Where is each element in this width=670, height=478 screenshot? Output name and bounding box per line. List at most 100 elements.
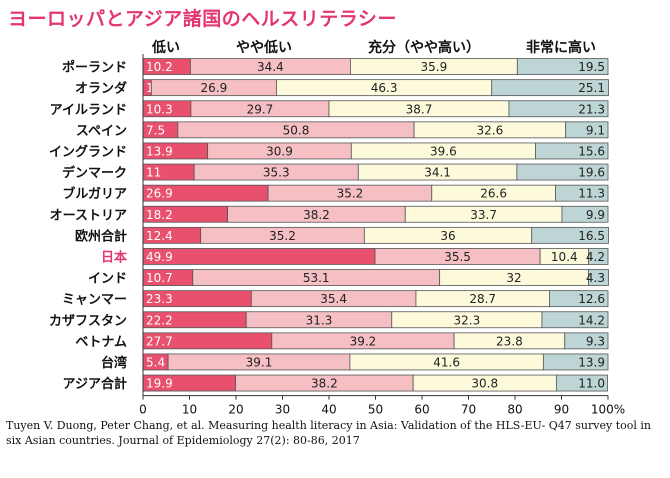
data-label: 39.2 xyxy=(350,334,377,348)
bar-segment xyxy=(588,269,609,286)
data-label: 19.6 xyxy=(578,166,605,180)
bar-segment xyxy=(516,58,609,75)
category-label: 台湾 xyxy=(101,355,127,371)
x-tick-label: 0 xyxy=(139,403,147,417)
data-label: 35.9 xyxy=(420,60,447,74)
data-label: 10.2 xyxy=(146,60,173,74)
data-label: 50.8 xyxy=(283,123,310,137)
data-label: 22.2 xyxy=(146,313,173,327)
data-label: 30.9 xyxy=(266,144,293,158)
category-label: デンマーク xyxy=(62,165,127,181)
data-label: 14.2 xyxy=(578,313,605,327)
data-label: 19.5 xyxy=(578,60,605,74)
category-label: カザフスタン xyxy=(49,314,127,329)
data-label: 19.9 xyxy=(146,377,173,391)
legend-header-somewhat-low: やや低い xyxy=(236,40,292,56)
x-tick-label: 60 xyxy=(414,403,429,417)
data-label: 9.9 xyxy=(586,208,605,222)
category-label: 欧州合計 xyxy=(75,228,127,244)
category-label: インド xyxy=(88,272,127,287)
data-label: 9.3 xyxy=(586,334,605,348)
data-label: 35.4 xyxy=(320,292,347,306)
data-label: 12.6 xyxy=(578,292,605,306)
bar-segment xyxy=(491,79,609,97)
data-label: 35.3 xyxy=(263,166,290,180)
data-label: 41.6 xyxy=(433,355,460,369)
data-label: 21.3 xyxy=(578,102,605,116)
data-label: 36 xyxy=(440,229,455,243)
data-label: 32.6 xyxy=(477,123,504,137)
chart-title: ヨーロッパとアジア諸国のヘルスリテラシー xyxy=(8,8,397,30)
bar-segment xyxy=(588,248,609,265)
data-label: 18.2 xyxy=(146,208,173,222)
data-label: 10.7 xyxy=(146,271,173,285)
data-label: 23.3 xyxy=(146,292,173,306)
data-label: 9.1 xyxy=(586,123,605,137)
data-label: 34.4 xyxy=(257,60,284,74)
data-label: 25.1 xyxy=(578,81,605,95)
legend-header-sufficient: 充分（やや高い） xyxy=(368,40,480,56)
data-label: 12.4 xyxy=(146,229,173,243)
bar-segment xyxy=(564,332,609,350)
x-tick-label: 50 xyxy=(368,403,383,417)
category-label: ポーランド xyxy=(62,60,127,76)
data-label: 30.8 xyxy=(471,377,498,391)
data-label: 15.6 xyxy=(578,144,605,158)
data-label: 13.9 xyxy=(578,355,605,369)
legend-header-low: 低い xyxy=(152,40,180,56)
data-label: 4.3 xyxy=(586,271,605,285)
data-label: 35.5 xyxy=(444,250,471,264)
category-label: アジア合計 xyxy=(63,376,127,392)
bar-segment xyxy=(508,100,609,118)
source-citation: Tuyen V. Duong, Peter Chang, et al. Meas… xyxy=(6,419,651,447)
x-tick-label: 20 xyxy=(228,403,243,417)
category-label: オランダ xyxy=(75,81,127,97)
category-label: ブルガリア xyxy=(62,186,127,202)
data-label: 29.7 xyxy=(247,102,274,116)
legend-header-very-high: 非常に高い xyxy=(526,40,596,56)
stacked-bar-chart: ポーランド10.234.435.919.5オランダ1.826.946.325.1… xyxy=(49,54,625,417)
x-tick-label: 80 xyxy=(507,403,522,417)
data-label: 11.0 xyxy=(578,377,605,391)
data-label: 39.6 xyxy=(430,144,457,158)
data-label: 16.5 xyxy=(578,229,605,243)
data-label: 11 xyxy=(146,166,161,180)
bar-segment xyxy=(542,353,609,371)
data-label: 35.2 xyxy=(337,187,364,201)
data-label: 4.2 xyxy=(586,250,605,264)
bar-segment xyxy=(561,205,609,223)
category-label: オーストリア xyxy=(50,208,127,223)
data-label: 26.6 xyxy=(480,187,507,201)
data-label: 26.9 xyxy=(201,81,228,95)
bar-segment xyxy=(565,121,609,139)
x-tick-label: 40 xyxy=(321,403,336,417)
data-label: 38.2 xyxy=(311,377,338,391)
data-label: 34.1 xyxy=(424,166,451,180)
data-label: 31.3 xyxy=(306,313,333,327)
data-label: 39.1 xyxy=(246,355,273,369)
data-label: 49.9 xyxy=(146,250,173,264)
data-label: 28.7 xyxy=(469,292,496,306)
data-label: 53.1 xyxy=(303,271,330,285)
bar-segment xyxy=(555,184,609,202)
data-label: 7.5 xyxy=(146,123,165,137)
data-label: 46.3 xyxy=(371,81,398,95)
data-label: 27.7 xyxy=(146,334,173,348)
category-label: 日本 xyxy=(101,249,127,265)
bar-segment xyxy=(531,226,609,244)
category-label: ミャンマー xyxy=(62,293,127,308)
category-label: イングランド xyxy=(49,144,127,160)
bar-segment xyxy=(555,374,608,392)
bar-segment xyxy=(535,142,609,160)
bar-segment xyxy=(516,163,609,181)
category-label: ベトナム xyxy=(75,335,127,350)
x-tick-label: 70 xyxy=(461,403,476,417)
data-label: 5.4 xyxy=(146,355,165,369)
category-label: スペイン xyxy=(76,124,127,139)
data-label: 11.3 xyxy=(578,187,605,201)
data-label: 38.2 xyxy=(303,208,330,222)
x-tick-label: 100% xyxy=(591,403,625,417)
bar-segment xyxy=(142,248,376,265)
data-label: 33.7 xyxy=(470,208,497,222)
data-label: 26.9 xyxy=(146,187,173,201)
